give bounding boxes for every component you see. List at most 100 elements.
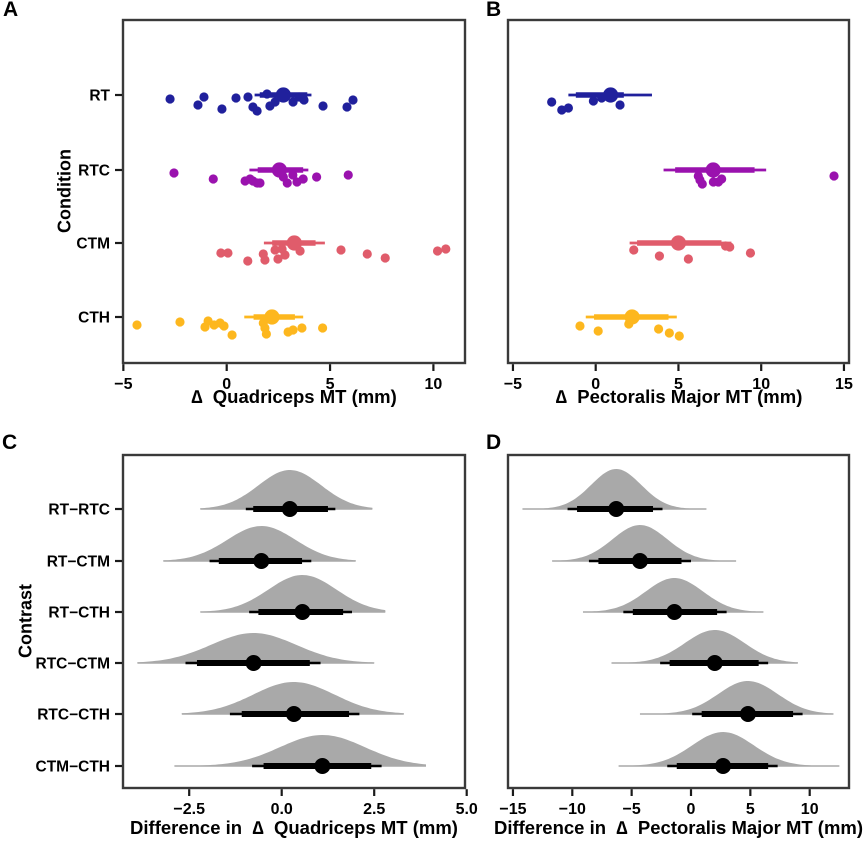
data-point-CTM (273, 254, 283, 264)
contrast-label: RTC−CTM (36, 656, 110, 673)
data-point-RT (243, 92, 253, 102)
density-curve (618, 732, 840, 766)
data-point-RTC (717, 174, 727, 184)
data-point-RT (252, 106, 262, 116)
posterior-mean-point (281, 501, 298, 517)
x-tick-label-C: 5.0 (456, 801, 478, 818)
posterior-mean-point (245, 655, 262, 671)
category-label: RTC (78, 163, 110, 180)
data-point-RTC (312, 172, 322, 182)
data-point-CTM (223, 248, 233, 258)
density-curve (552, 525, 737, 561)
mean-point-RTC (705, 162, 721, 178)
data-point-CTH (132, 320, 142, 330)
x-tick-label-C: 0.0 (271, 801, 293, 818)
category-label: RT (89, 88, 110, 105)
data-point-RTC (282, 178, 292, 188)
posterior-mean-point (666, 604, 683, 620)
x-tick-label-A: 10 (425, 376, 443, 393)
contrast-label: RTC−CTH (37, 707, 110, 724)
data-point-RT (165, 94, 175, 104)
data-point-CTH (653, 324, 664, 334)
data-point-RT (262, 89, 272, 99)
data-point-CTM (216, 248, 226, 258)
category-label: CTM (76, 236, 110, 253)
posterior-mean-point (608, 501, 625, 517)
contrast-label: RT−RTC (48, 502, 110, 519)
contrast-label: RT−CTH (48, 605, 110, 622)
data-point-CTH (219, 321, 229, 331)
data-point-RTC (169, 168, 179, 178)
x-tick-label-B: 5 (674, 376, 683, 393)
data-point-RT (547, 97, 557, 107)
data-point-CTM (380, 253, 390, 263)
panel-D-border (506, 453, 851, 790)
panel-C-border (121, 453, 467, 790)
data-point-CTH (175, 317, 185, 327)
data-point-RTC (829, 171, 839, 181)
data-point-RT (231, 93, 241, 103)
data-point-CTM (432, 246, 443, 256)
y-axis-title-condition: Condition (54, 149, 75, 233)
posterior-mean-point (253, 553, 270, 569)
density-curve (181, 682, 404, 714)
x-axis-title-a: ∆ Quadriceps MT (mm) (191, 386, 397, 407)
x-tick-label-B: 10 (752, 376, 770, 393)
mean-point-RT (275, 87, 291, 103)
x-tick-label-D: 5 (746, 801, 755, 818)
category-label: CTH (78, 310, 110, 327)
data-point-CTH (593, 326, 603, 336)
data-point-CTH (288, 325, 298, 335)
posterior-mean-point (294, 604, 311, 620)
x-tick-label-A: 5 (326, 376, 335, 393)
x-tick-label-D: 10 (801, 801, 819, 818)
y-axis-title-contrast: Contrast (15, 583, 36, 659)
mean-point-RTC (271, 162, 288, 178)
data-point-RTC (208, 174, 218, 184)
data-point-CTM (654, 251, 665, 261)
x-tick-label-A: −5 (114, 376, 132, 393)
posterior-mean-point (706, 655, 723, 671)
data-point-CTM (745, 248, 756, 258)
posterior-mean-point (739, 706, 756, 722)
data-point-RT (217, 104, 227, 114)
data-point-RTC (298, 174, 308, 184)
mean-point-CTH (264, 309, 280, 325)
x-axis-title-c: Difference in ∆ Quadriceps MT (mm) (130, 817, 458, 838)
data-point-CTM (260, 255, 270, 265)
posterior-mean-point (314, 758, 331, 774)
x-tick-label-C: 2.5 (363, 801, 385, 818)
posterior-mean-point (715, 758, 732, 774)
data-point-CTM (629, 245, 639, 255)
x-tick-label-B: 15 (835, 376, 853, 393)
data-point-RT (199, 92, 209, 102)
x-tick-label-A: 0 (222, 376, 231, 393)
x-axis-title-b: ∆ Pectoralis Major MT (mm) (555, 386, 803, 407)
data-point-CTH (318, 323, 328, 333)
density-curve (174, 735, 426, 766)
panel-label-b: B (486, 0, 502, 21)
mean-point-CTH (624, 309, 640, 325)
x-tick-label-D: −15 (499, 801, 526, 818)
data-point-RTC (255, 178, 265, 188)
panel-label-c: C (2, 431, 18, 454)
data-point-CTM (243, 256, 253, 266)
x-tick-label-B: −5 (504, 376, 522, 393)
data-point-CTH (575, 321, 585, 331)
density-curve (611, 630, 798, 663)
data-point-CTM (683, 254, 693, 264)
data-point-CTH (674, 331, 684, 341)
density-curve (137, 633, 375, 663)
x-tick-label-D: 0 (687, 801, 696, 818)
data-point-CTM (725, 242, 735, 252)
posterior-mean-point (631, 553, 648, 569)
panel-label-d: D (486, 431, 502, 454)
panel-A-border (121, 18, 467, 365)
mean-point-RT (602, 87, 619, 103)
mean-point-CTM (286, 235, 302, 251)
x-tick-label-D: −5 (623, 801, 641, 818)
data-point-RT (193, 100, 203, 110)
data-point-RTC (343, 170, 353, 180)
density-curve (163, 526, 356, 561)
